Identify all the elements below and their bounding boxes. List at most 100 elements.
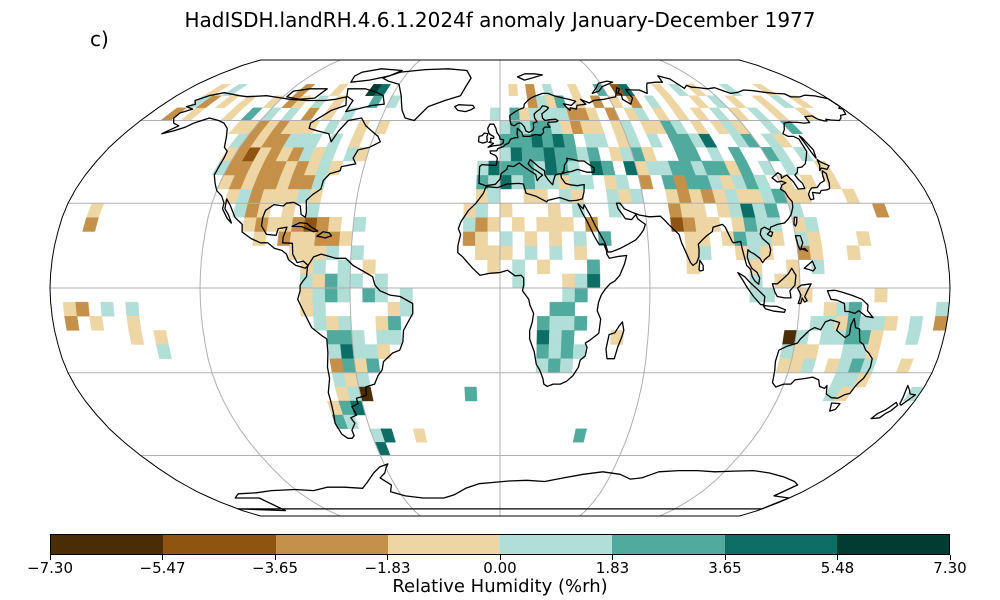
colorbar-label: Relative Humidity (%rh)	[392, 576, 608, 597]
colorbar-tick-label: 5.48	[820, 559, 855, 577]
coastline	[286, 88, 328, 100]
coastline	[350, 68, 403, 83]
coastline	[487, 123, 505, 148]
coastline	[870, 401, 899, 420]
colorbar-segment	[51, 535, 164, 554]
longitude-gridline	[349, 59, 421, 517]
anomaly-gridcell	[399, 301, 414, 317]
anomaly-gridcell	[126, 316, 142, 331]
anomaly-gridcell	[299, 287, 314, 303]
anomaly-gridcell	[727, 147, 747, 162]
anomaly-gridcell	[312, 273, 326, 289]
anomaly-gridcell	[574, 273, 588, 289]
anomaly-gridcell	[385, 95, 402, 108]
anomaly-gridcell	[312, 287, 326, 303]
coastline	[794, 235, 809, 252]
anomaly-gridcell	[462, 217, 476, 232]
coastline	[793, 216, 798, 227]
anomaly-gridcell	[548, 231, 563, 246]
longitude-gridline	[659, 59, 801, 517]
anomaly-gridcell	[667, 84, 690, 96]
colorbar-tick-label: −3.65	[252, 559, 298, 577]
anomaly-gridcell	[325, 316, 340, 331]
anomaly-gridcell	[908, 316, 924, 331]
anomaly-gridcell	[349, 273, 363, 289]
colorbar-tick-label: −1.83	[364, 559, 411, 577]
colorbar-tick	[387, 555, 388, 560]
colorbar-segment	[387, 535, 500, 554]
anomaly-gridcell	[75, 301, 90, 317]
anomaly-gridcell	[562, 273, 576, 289]
colorbar-segment	[612, 535, 725, 554]
anomaly-gridcell	[597, 231, 612, 246]
anomaly-gridcell	[518, 107, 531, 121]
anomaly-gridcell	[553, 95, 567, 108]
anomaly-gridcell	[855, 231, 872, 246]
anomaly-gridcell	[560, 217, 574, 232]
anomaly-gridcell	[300, 245, 315, 260]
anomaly-gridcell	[661, 95, 681, 108]
anomaly-gridcell	[352, 344, 367, 359]
anomaly-gridcell	[475, 231, 488, 246]
anomaly-gridcell	[536, 344, 550, 359]
anomaly-gridcell	[625, 95, 643, 108]
anomaly-gridcell	[547, 203, 562, 218]
coastline	[605, 321, 625, 360]
anomaly-gridcell	[153, 330, 169, 345]
anomaly-gridcell	[562, 133, 577, 148]
anomaly-gridcell	[499, 147, 512, 162]
anomaly-gridcell	[362, 287, 376, 303]
coastline	[454, 104, 476, 113]
anomaly-gridcell	[499, 245, 513, 260]
anomaly-gridcell	[605, 188, 621, 204]
anomaly-gridcell	[858, 316, 874, 331]
anomaly-gridcell	[705, 147, 725, 162]
anomaly-gridcell	[512, 259, 526, 275]
anomaly-gridcell	[750, 95, 776, 108]
anomaly-gridcell	[574, 287, 588, 303]
anomaly-gridcell	[651, 107, 671, 121]
colorbar-tick	[162, 555, 163, 560]
anomaly-gridcell	[510, 147, 523, 162]
anomaly-gridcell	[524, 245, 538, 260]
anomaly-gridcell	[566, 160, 581, 176]
anomaly-gridcell	[327, 217, 343, 232]
anomaly-gridcell	[89, 316, 105, 331]
anomaly-gridcell	[337, 273, 351, 289]
anomaly-gridcell	[319, 107, 339, 121]
coastline	[899, 384, 917, 406]
anomaly-gridcell	[683, 231, 699, 246]
anomaly-gridcell	[562, 287, 576, 303]
anomaly-gridcell	[266, 217, 282, 232]
anomaly-gridcell	[614, 174, 630, 190]
anomaly-gridcell	[524, 231, 538, 246]
anomaly-gridcell	[573, 231, 587, 246]
coastline	[826, 289, 874, 319]
anomaly-gridcell	[387, 301, 401, 317]
anomaly-gridcell	[548, 217, 562, 232]
anomaly-gridcell	[548, 344, 562, 359]
anomaly-gridcell	[499, 174, 513, 190]
coastline	[345, 88, 385, 113]
anomaly-gridcell	[806, 231, 823, 246]
anomaly-gridcell	[305, 203, 321, 218]
anomaly-gridcell	[233, 95, 259, 108]
anomaly-gridcell	[935, 301, 950, 317]
coastline	[477, 132, 489, 144]
anomaly-gridcell	[487, 217, 501, 232]
anomaly-gridcell	[240, 107, 264, 121]
anomaly-gridcell	[587, 273, 601, 289]
coastline	[771, 267, 797, 299]
anomaly-gridcell	[100, 301, 115, 317]
anomaly-gridcell	[350, 245, 365, 260]
anomaly-gridcell	[799, 174, 819, 190]
anomaly-gridcell	[746, 107, 770, 121]
anomaly-gridcell	[340, 344, 355, 359]
anomaly-gridcell	[689, 120, 710, 134]
anomaly-gridcell	[488, 160, 501, 176]
anomaly-gridcell	[823, 301, 838, 317]
anomaly-gridcell	[544, 160, 558, 176]
anomaly-gridcell	[328, 84, 349, 96]
colorbar-tick-label: 0.00	[483, 559, 517, 577]
coastline	[807, 170, 831, 201]
